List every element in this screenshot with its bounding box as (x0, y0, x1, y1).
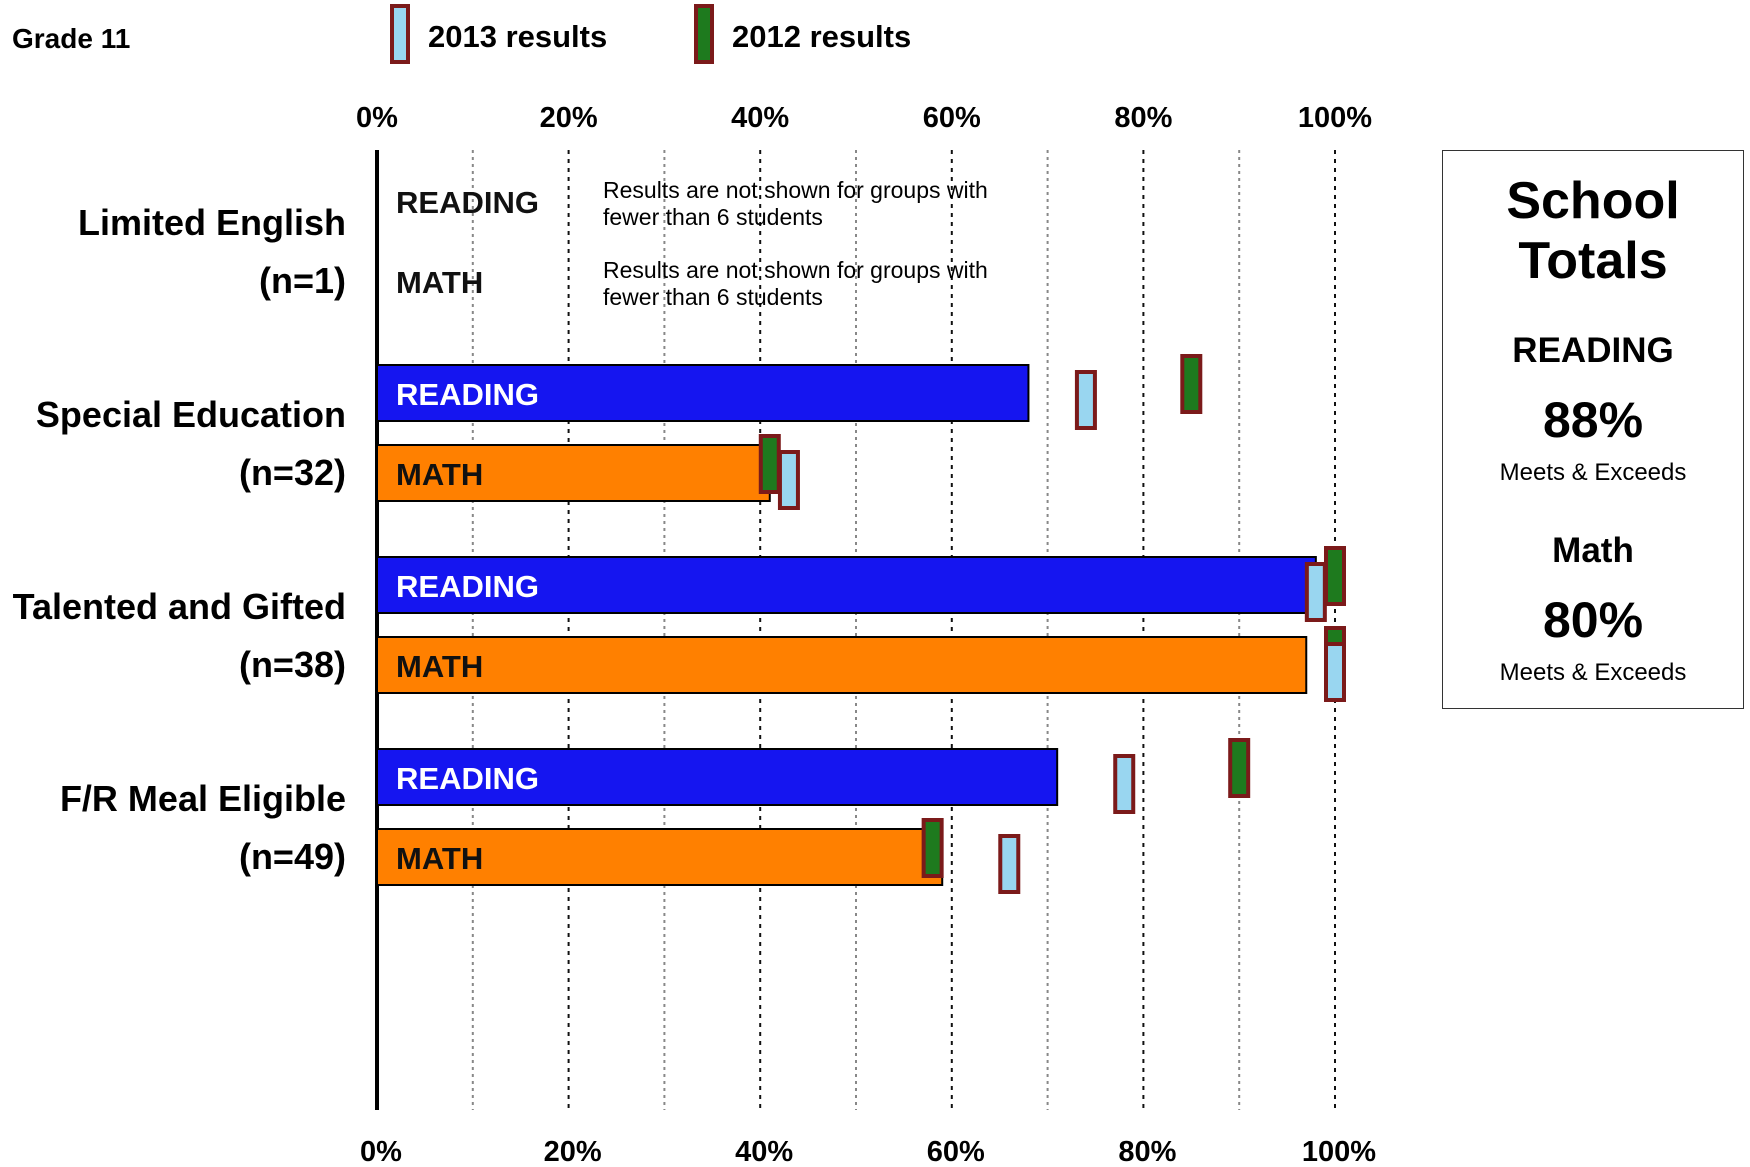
x-tick-top-80: 80% (1114, 102, 1172, 134)
x-tick-top-20: 20% (540, 102, 598, 134)
legend-label-2012: 2012 results (732, 19, 911, 54)
marker-2013-special-education-math (777, 450, 800, 510)
bar-label-special-education-math: MATH (396, 457, 483, 492)
bar-f-r-meal-eligible-reading (376, 748, 1059, 806)
marker-2012-f-r-meal-eligible-math (921, 818, 944, 878)
bar-label-talented-and-gifted-reading: READING (396, 569, 539, 604)
suppressed-note-limited-english-math-1: Results are not shown for groups with (603, 257, 988, 283)
marker-2012-special-education-math (758, 434, 781, 494)
bar-f-r-meal-eligible-math (376, 828, 944, 886)
school-totals-title-line1: School (1506, 172, 1680, 230)
school-totals-title-line2: Totals (1518, 232, 1668, 290)
x-tick-bottom-0: 0% (360, 1136, 402, 1167)
suppressed-note-limited-english-reading-1: Results are not shown for groups with (603, 177, 988, 203)
group-name-limited-english: Limited English (78, 202, 346, 243)
marker-2013-f-r-meal-eligible-math (998, 834, 1021, 894)
group-n-f-r-meal-eligible: (n=49) (239, 836, 346, 877)
totals-reading-percent: 88% (1542, 392, 1644, 448)
marker-2012-talented-and-gifted-reading (1324, 546, 1346, 606)
group-name-f-r-meal-eligible: F/R Meal Eligible (60, 778, 346, 819)
bar-label-limited-english-math: MATH (396, 265, 483, 300)
marker-2013-special-education-reading (1074, 370, 1097, 430)
legend-label-2013: 2013 results (428, 19, 607, 54)
suppressed-note-limited-english-reading-2: fewer than 6 students (603, 204, 823, 230)
group-name-talented-and-gifted: Talented and Gifted (13, 586, 346, 627)
totals-math-note: Meets & Exceeds (1499, 659, 1687, 686)
marker-2013-talented-and-gifted-reading (1304, 562, 1327, 622)
group-n-special-education: (n=32) (239, 452, 346, 493)
legend-swatch-2012 (694, 4, 714, 64)
x-tick-bottom-40: 40% (735, 1136, 793, 1167)
bar-label-f-r-meal-eligible-reading: READING (396, 761, 539, 796)
x-tick-top-100: 100% (1298, 102, 1372, 134)
bar-talented-and-gifted-reading (376, 556, 1317, 614)
bar-special-education-reading (376, 364, 1030, 422)
totals-math-label: Math (1552, 531, 1634, 570)
x-tick-bottom-20: 20% (544, 1136, 602, 1167)
school-totals-title: School Totals (1443, 171, 1743, 291)
x-tick-top-60: 60% (923, 102, 981, 134)
totals-math-percent: 80% (1542, 592, 1644, 648)
marker-2013-talented-and-gifted-math (1324, 642, 1346, 702)
bar-label-talented-and-gifted-math: MATH (396, 649, 483, 684)
x-tick-bottom-60: 60% (927, 1136, 985, 1167)
grade-label: Grade 11 (12, 23, 130, 54)
bar-talented-and-gifted-math (376, 636, 1308, 694)
marker-2013-f-r-meal-eligible-reading (1113, 754, 1136, 814)
bar-label-limited-english-reading: READING (396, 185, 539, 220)
legend-swatch-2013 (390, 4, 410, 64)
group-name-special-education: Special Education (36, 394, 346, 435)
x-tick-top-0: 0% (356, 102, 398, 134)
bar-special-education-math (376, 444, 771, 502)
x-tick-bottom-80: 80% (1118, 1136, 1176, 1167)
group-n-limited-english: (n=1) (259, 260, 346, 301)
totals-reading-label: READING (1512, 331, 1674, 370)
school-totals-box: School Totals READING 88% Meets & Exceed… (1442, 150, 1744, 709)
x-tick-bottom-100: 100% (1302, 1136, 1376, 1167)
bar-label-special-education-reading: READING (396, 377, 539, 412)
suppressed-note-limited-english-math-2: fewer than 6 students (603, 284, 823, 310)
x-tick-top-40: 40% (731, 102, 789, 134)
bar-label-f-r-meal-eligible-math: MATH (396, 841, 483, 876)
marker-2012-f-r-meal-eligible-reading (1228, 738, 1251, 798)
marker-2012-special-education-reading (1180, 354, 1203, 414)
group-n-talented-and-gifted: (n=38) (239, 644, 346, 685)
totals-reading-note: Meets & Exceeds (1499, 459, 1687, 486)
